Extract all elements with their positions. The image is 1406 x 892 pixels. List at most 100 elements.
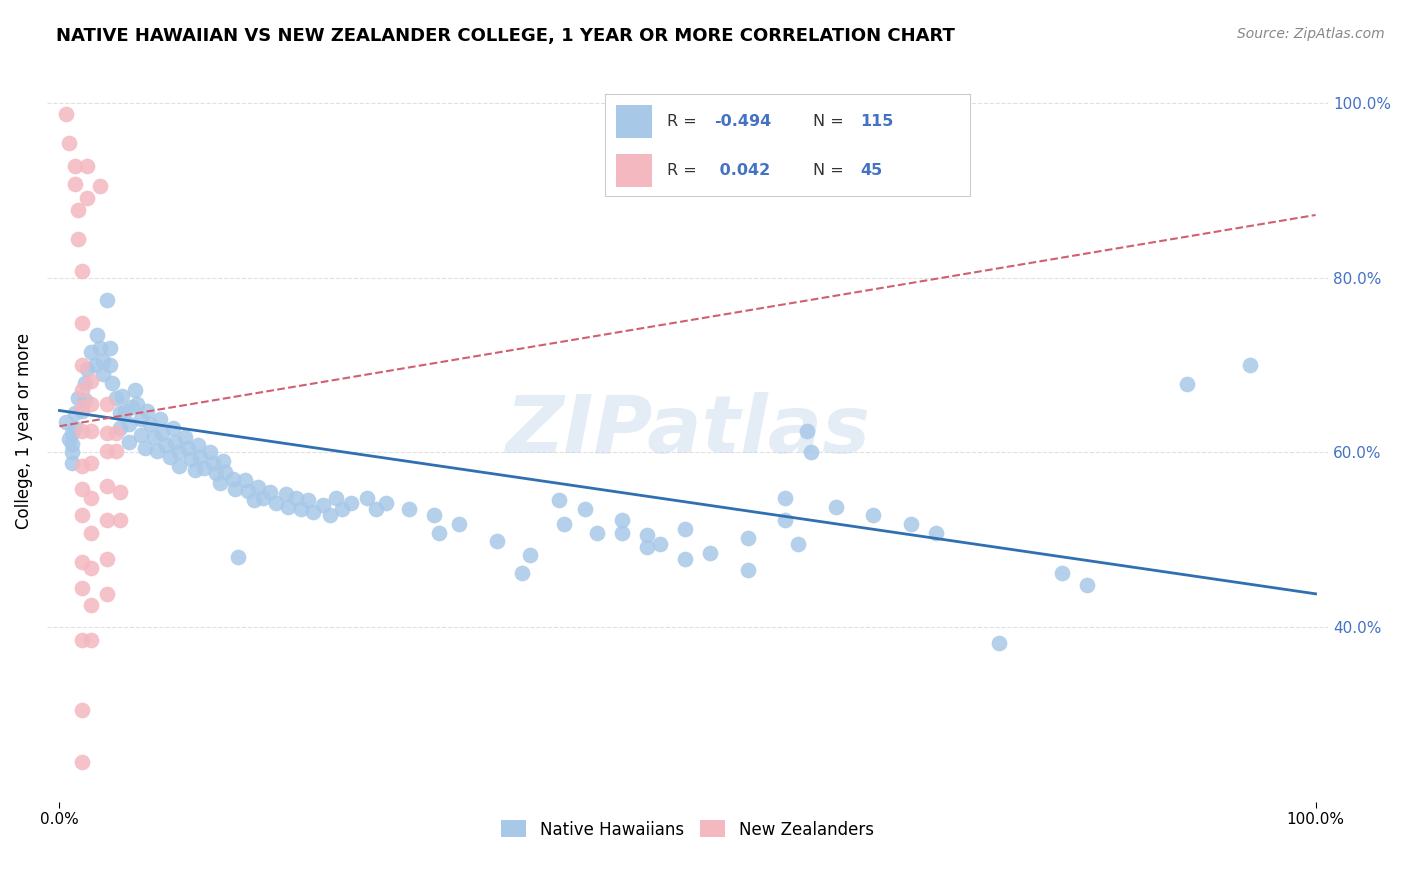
Point xyxy=(900,516,922,531)
Point xyxy=(63,421,86,435)
Point xyxy=(98,358,121,372)
Legend: Native Hawaiians, New Zealanders: Native Hawaiians, New Zealanders xyxy=(495,814,880,846)
Point xyxy=(129,412,152,426)
Point xyxy=(80,456,103,470)
Point xyxy=(297,493,319,508)
Point xyxy=(277,500,299,514)
Point xyxy=(80,633,103,648)
Point xyxy=(574,502,596,516)
Point xyxy=(673,522,696,536)
Point xyxy=(302,505,325,519)
Point xyxy=(1050,566,1073,580)
Point xyxy=(274,487,297,501)
Point xyxy=(108,484,131,499)
Point xyxy=(214,465,236,479)
Text: N =: N = xyxy=(813,163,849,178)
Point xyxy=(510,566,533,580)
Point xyxy=(1239,358,1261,372)
Text: -0.494: -0.494 xyxy=(714,114,772,128)
Point xyxy=(63,159,86,173)
Point xyxy=(60,445,83,459)
Point xyxy=(398,502,420,516)
Point xyxy=(236,483,259,498)
Point xyxy=(70,358,93,372)
Point xyxy=(108,421,131,435)
Point xyxy=(201,456,224,470)
Point xyxy=(136,403,159,417)
Point xyxy=(83,358,105,372)
Point xyxy=(188,450,211,464)
Text: 45: 45 xyxy=(860,163,883,178)
Point xyxy=(58,136,80,150)
Point xyxy=(96,514,118,528)
Point xyxy=(98,341,121,355)
Point xyxy=(104,426,127,441)
Text: 115: 115 xyxy=(860,114,894,128)
Point xyxy=(796,424,818,438)
Bar xyxy=(616,154,652,187)
Point xyxy=(67,392,90,406)
Point xyxy=(180,452,202,467)
Point xyxy=(73,376,96,390)
Point xyxy=(101,376,124,390)
Point xyxy=(824,500,846,514)
Point xyxy=(1177,377,1199,392)
Point xyxy=(259,484,281,499)
Point xyxy=(80,805,103,819)
Point xyxy=(155,438,177,452)
Text: R =: R = xyxy=(666,163,702,178)
Point xyxy=(737,563,759,577)
Point xyxy=(243,493,266,508)
Point xyxy=(80,560,103,574)
Point xyxy=(318,508,340,523)
Point xyxy=(67,202,90,217)
Point xyxy=(93,367,115,381)
Point xyxy=(70,508,93,523)
Point xyxy=(284,491,307,505)
Point xyxy=(612,525,634,540)
Point xyxy=(80,374,103,388)
Point xyxy=(485,534,508,549)
Point xyxy=(124,383,146,397)
Point xyxy=(364,502,387,516)
Point xyxy=(312,498,335,512)
Point xyxy=(519,549,541,563)
Point xyxy=(184,463,207,477)
Point xyxy=(70,633,93,648)
Point xyxy=(187,438,209,452)
Point xyxy=(553,516,575,531)
Point xyxy=(127,397,149,411)
Point xyxy=(636,540,658,554)
Point xyxy=(80,424,103,438)
Point xyxy=(70,424,93,438)
Point xyxy=(586,525,609,540)
Point xyxy=(70,383,93,397)
Point xyxy=(800,445,823,459)
Text: 0.042: 0.042 xyxy=(714,163,770,178)
Point xyxy=(167,458,190,473)
Point xyxy=(246,480,269,494)
Point xyxy=(70,316,93,330)
Point xyxy=(612,514,634,528)
Point xyxy=(96,587,118,601)
Point xyxy=(108,514,131,528)
Point xyxy=(70,403,93,417)
Point xyxy=(60,436,83,450)
Point xyxy=(134,441,156,455)
Bar xyxy=(616,105,652,137)
Point xyxy=(162,421,184,435)
Point xyxy=(548,493,571,508)
Point xyxy=(193,461,215,475)
Point xyxy=(80,345,103,359)
Point xyxy=(70,555,93,569)
Point xyxy=(1076,578,1098,592)
Point xyxy=(63,406,86,420)
Point xyxy=(235,474,257,488)
Point xyxy=(129,428,152,442)
Point xyxy=(163,434,186,449)
Point xyxy=(55,106,77,120)
Point xyxy=(104,443,127,458)
Point xyxy=(325,491,347,505)
Point xyxy=(356,491,378,505)
Point xyxy=(111,389,134,403)
